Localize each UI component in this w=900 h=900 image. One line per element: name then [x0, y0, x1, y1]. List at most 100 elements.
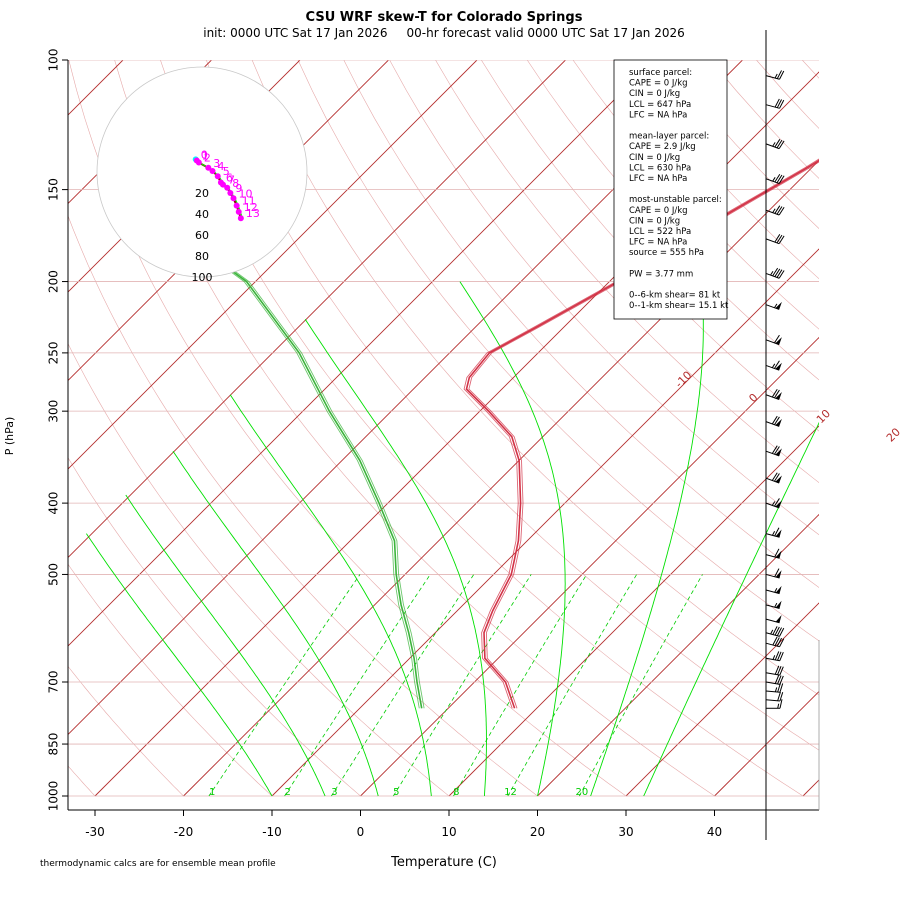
wind-barb-feather: [774, 527, 780, 537]
x-tick-label: 10: [441, 825, 456, 839]
wind-barb-feather: [774, 268, 781, 277]
x-tick-label: -10: [262, 825, 282, 839]
wind-barb: [765, 139, 785, 150]
isotherm: [271, 248, 819, 797]
hodograph-point-label: 7: [228, 174, 235, 187]
moist-adiabat: [86, 533, 273, 797]
wind-barb: [765, 626, 785, 637]
dewpoint-line: [200, 247, 423, 709]
stats-line: LCL = 647 hPa: [629, 100, 691, 110]
isotherm-label: 10: [814, 407, 833, 426]
wind-barb-feather: [776, 637, 783, 647]
wind-barb: [765, 665, 784, 676]
wind-barb: [765, 600, 782, 610]
wind-barb: [765, 234, 785, 245]
wind-barb-shaft: [765, 143, 780, 150]
x-tick-label: 20: [530, 825, 545, 839]
wind-barb-half-feather: [772, 530, 776, 536]
mixing-ratio-label: 1: [209, 787, 215, 798]
wind-barb: [765, 615, 782, 624]
wind-barb-half-feather: [774, 303, 778, 309]
wind-barb-feather: [772, 636, 778, 646]
x-tick-label: 0: [357, 825, 365, 839]
stats-line: most-unstable parcel:: [629, 195, 722, 205]
wind-barb-shaft: [765, 272, 780, 279]
wind-barb-feather: [779, 70, 785, 80]
wind-barb-shaft: [765, 657, 780, 662]
hodograph-point: [205, 164, 212, 171]
wind-barb-feather: [777, 666, 782, 675]
wind-barb-feather: [776, 139, 783, 149]
wind-barb-shaft: [765, 104, 780, 109]
wind-barb-feather: [779, 652, 784, 661]
stats-line: PW = 3.77 mm: [629, 269, 693, 279]
hodograph-point: [235, 208, 242, 215]
wind-barb-feather: [776, 206, 783, 215]
wind-barb: [765, 173, 785, 185]
wind-barb-half-feather: [771, 363, 776, 368]
wind-barb-feather: [779, 99, 785, 109]
hodograph-ring-label: 60: [195, 229, 209, 242]
wind-barb-feather: [777, 675, 782, 685]
wind-barb-shaft: [765, 209, 780, 216]
isotherm: [714, 690, 819, 797]
stats-line: CIN = 0 J/kg: [629, 216, 680, 226]
wind-barb-feather: [779, 683, 784, 693]
axes: 1 2 3 5 8 12 201001502002503004005007008501000…: [47, 49, 900, 839]
wind-barb-shaft: [765, 75, 780, 80]
hodograph-point: [224, 184, 231, 191]
y-tick-label: 1000: [47, 781, 61, 812]
wind-barb: [765, 683, 784, 693]
wind-barb-shaft: [765, 604, 780, 610]
wind-barb-half-feather: [774, 73, 778, 79]
wind-barb-feather: [778, 140, 785, 149]
wind-barb-shaft: [765, 690, 780, 693]
wind-barb-feather: [774, 334, 780, 344]
y-tick-label: 700: [47, 671, 61, 694]
wind-barb-feather: [774, 446, 780, 455]
wind-barb-feather: [774, 98, 780, 108]
wind-barb: [765, 205, 785, 216]
wind-barb-shaft: [765, 642, 780, 648]
moist-adiabat: [172, 450, 379, 797]
wind-barb: [765, 548, 782, 559]
isotherm-label: 20: [884, 425, 900, 444]
wind-barb-shaft: [765, 238, 780, 245]
wind-barb: [765, 585, 782, 595]
hodograph-point: [230, 195, 237, 202]
dewpoint-line: [202, 247, 425, 709]
wind-barb-flag: [775, 337, 782, 345]
wind-barb: [765, 472, 782, 484]
wind-barb-half-feather: [774, 588, 778, 593]
wind-barb-shaft: [765, 632, 780, 637]
chart-title: CSU WRF skew-T for Colorado Springs: [306, 10, 583, 25]
x-tick-label: -20: [174, 825, 194, 839]
wind-barb-shaft: [765, 681, 780, 685]
hodograph-point: [227, 190, 234, 196]
wind-barb-feather: [771, 415, 778, 425]
wind-barb-feather: [772, 267, 779, 277]
wind-barb-feather: [774, 498, 780, 507]
mixing-ratio-line: [331, 574, 475, 797]
wind-barb-half-feather: [772, 208, 776, 213]
mixing-ratio-line: [453, 574, 588, 797]
wind-barb-flag: [775, 448, 782, 456]
wind-barb-flag: [775, 301, 782, 310]
wind-barb: [765, 334, 782, 346]
wind-barb-feather: [776, 174, 783, 184]
wind-barb-half-feather: [770, 629, 774, 635]
wind-barb-feather: [774, 234, 781, 243]
y-tick-label: 850: [47, 733, 61, 756]
mixing-ratio-label: 8: [453, 787, 459, 798]
isotherm: [360, 336, 819, 797]
wind-barb-feather: [779, 638, 785, 648]
wind-barb: [765, 651, 784, 662]
wind-barb: [765, 389, 782, 401]
wind-barb: [765, 301, 782, 310]
y-tick-label: 300: [47, 400, 61, 423]
wind-barb-feather: [777, 683, 781, 693]
wind-barb-flag: [775, 362, 782, 371]
wind-barb: [765, 568, 782, 579]
isotherm: [625, 602, 819, 797]
